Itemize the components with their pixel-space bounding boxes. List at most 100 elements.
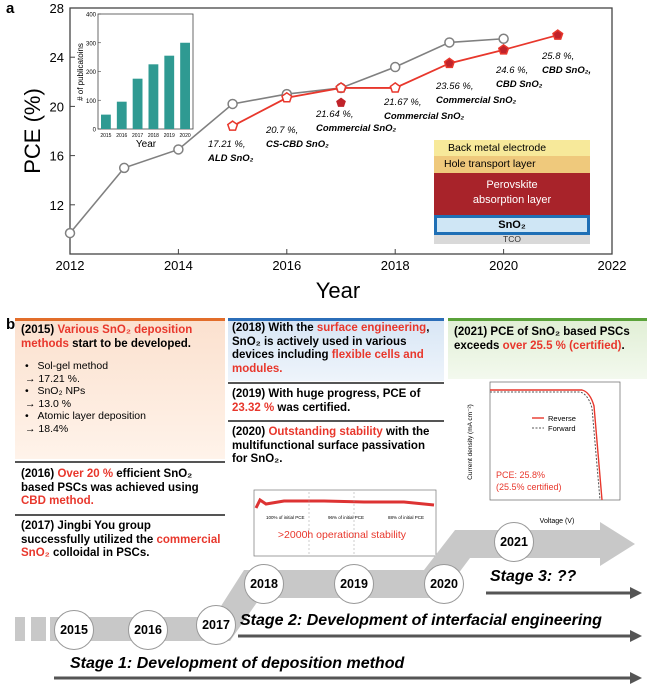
x-axis-label: Year bbox=[316, 278, 360, 303]
inset-y-tick-label-200: 200 bbox=[86, 70, 97, 76]
bullet-sol-gel: • Sol-gel method bbox=[25, 360, 109, 372]
x-tick-label-2018: 2018 bbox=[381, 258, 410, 273]
annotation-2016-name: CS-CBD SnO₂ bbox=[266, 139, 329, 150]
inset-bar-2018 bbox=[148, 64, 159, 129]
inset-bar-2017 bbox=[132, 78, 143, 129]
col1-box-top bbox=[15, 318, 225, 459]
y-tick-label-24: 24 bbox=[50, 50, 64, 65]
inset-bar-2019 bbox=[164, 55, 175, 129]
stability-trace bbox=[254, 497, 435, 509]
bullet-ald: • Atomic layer deposition bbox=[25, 410, 146, 422]
col1-divider-1 bbox=[15, 461, 225, 463]
timeline-stub-2 bbox=[31, 617, 46, 641]
jv-ylabel: Current density (mA cm⁻²) bbox=[467, 404, 474, 480]
column-2021: (2021) PCE of SnO₂ based PSCs exceeds ov… bbox=[448, 318, 647, 538]
red-point-2017 bbox=[335, 81, 347, 93]
panel-b-label: b bbox=[6, 316, 16, 333]
stage-3-label: Stage 3: ?? bbox=[490, 568, 577, 585]
inset-x-tick-label-2019: 2019 bbox=[164, 133, 175, 139]
year-circle-2020: 2020 bbox=[424, 564, 464, 604]
layer-perovskite-line1: Perovskite bbox=[486, 179, 538, 191]
inset-bar-2015 bbox=[101, 114, 111, 129]
inset-y-tick-label-100: 100 bbox=[86, 99, 97, 105]
stage-2-label: Stage 2: Development of interfacial engi… bbox=[240, 612, 602, 629]
annotation-2021-name: CBD SnO₂, bbox=[542, 65, 592, 76]
jv-forward-curve bbox=[490, 391, 601, 501]
annotation-2020: 24.6 %, CBD SnO₂ bbox=[496, 64, 542, 92]
jv-reverse-curve bbox=[490, 389, 603, 501]
annotation-2019-name: Commercial SnO₂ bbox=[436, 95, 517, 106]
annotation-2015-name: ALD SnO₂ bbox=[208, 153, 254, 164]
timeline-stub-1 bbox=[15, 617, 25, 641]
red-point-2018 bbox=[389, 81, 401, 93]
annotation-2015-value: 17.21 %, bbox=[208, 139, 246, 150]
grey-point-2018 bbox=[389, 61, 401, 73]
inset-x-tick-label-2015: 2015 bbox=[100, 133, 111, 139]
y-axis-label: PCE (%) bbox=[20, 88, 45, 174]
grey-point-2020 bbox=[498, 33, 509, 44]
grey-point-2019 bbox=[444, 37, 455, 48]
legend-forward: Forward bbox=[548, 424, 576, 433]
legend-reverse: Reverse bbox=[548, 414, 576, 423]
col2-text-2020: (2020) Outstanding stability with the mu… bbox=[232, 426, 430, 465]
red-point-2020 bbox=[497, 43, 510, 55]
stage-1-label: Stage 1: Development of deposition metho… bbox=[70, 655, 405, 672]
col2-text-2019: (2019) With huge progress, PCE of 23.32 … bbox=[232, 388, 421, 414]
stability-note-3: 88% of initial PCE bbox=[388, 515, 424, 520]
inset-bar-2020 bbox=[180, 42, 190, 129]
plot-frame bbox=[69, 7, 613, 255]
year-circle-2015: 2015 bbox=[54, 610, 94, 650]
annotation-2017: 21.64 %, Commercial SnO₂ bbox=[316, 108, 396, 136]
panel-a-label: a bbox=[6, 0, 15, 17]
annotation-2019-value: 23.56 %, bbox=[436, 81, 474, 92]
grey-point-2015 bbox=[227, 98, 238, 110]
inset-frame bbox=[97, 13, 194, 130]
stage1-arrowhead bbox=[630, 672, 642, 684]
year-circle-2018: 2018 bbox=[244, 564, 284, 604]
stage3-arrowhead bbox=[630, 587, 642, 599]
annotation-2020-name: CBD SnO₂ bbox=[496, 79, 543, 90]
inset-x-tick-label-2020: 2020 bbox=[180, 133, 191, 139]
col3-text-2021: (2021) PCE of SnO₂ based PSCs exceeds ov… bbox=[454, 326, 630, 352]
grey-point-2014 bbox=[173, 144, 184, 155]
layer-back-electrode: Back metal electrode bbox=[434, 140, 590, 156]
red-point-2015 bbox=[226, 120, 239, 131]
x-tick-label-2016: 2016 bbox=[272, 258, 301, 273]
col1-text-2017: (2017) Jingbi You group successfully uti… bbox=[21, 520, 221, 559]
inset-publication-chart: 0 100 200 300 400 2015 2016 2017 2018 2019 2020 #… bbox=[76, 13, 194, 150]
inset-bar-2016 bbox=[116, 101, 127, 129]
inset-x-tick-label-2018: 2018 bbox=[148, 133, 159, 139]
jv-xlabel: Voltage (V) bbox=[540, 518, 575, 525]
annotation-2019: 23.56 %, Commercial SnO₂ bbox=[436, 80, 516, 108]
annotation-2017-value: 21.64 %, bbox=[316, 109, 354, 120]
jv-pce-certified: (25.5% certified) bbox=[496, 482, 562, 492]
col3-box bbox=[448, 318, 647, 379]
inset-x-tick-label-2017: 2017 bbox=[132, 133, 143, 139]
x-tick-label-2012: 2012 bbox=[56, 258, 85, 273]
inset-x-label: Year bbox=[136, 139, 157, 150]
stability-note-1: 100% of initial PCE bbox=[266, 515, 305, 520]
y-tick-label-12: 12 bbox=[50, 198, 64, 213]
annotation-2016: 20.7 %, CS-CBD SnO₂ bbox=[266, 124, 329, 152]
jv-pce: PCE: 25.8% bbox=[496, 470, 545, 480]
grey-point-2013 bbox=[118, 162, 130, 174]
annotation-2021: 25.8 %, CBD SnO₂, bbox=[542, 50, 591, 78]
bullet-nps: • SnO₂ NPs bbox=[25, 385, 86, 397]
col2-text-2018: (2018) With the surface engineering, SnO… bbox=[232, 322, 430, 375]
red-point-2019 bbox=[443, 57, 456, 69]
layer-perovskite-line2: absorption layer bbox=[472, 194, 552, 206]
year-circle-2021: 2021 bbox=[494, 522, 534, 562]
annotation-2016-value: 20.7 %, bbox=[266, 125, 299, 136]
y-tick-label-16: 16 bbox=[50, 149, 64, 164]
annotation-2018-value: 21.67 %, bbox=[384, 97, 422, 108]
column-2018-2020: (2018) With the surface engineering, SnO… bbox=[228, 318, 444, 573]
inset-y-tick-label-0: 0 bbox=[93, 128, 97, 134]
annotation-2021-value: 25.8 %, bbox=[542, 51, 575, 62]
red-point-2016 bbox=[281, 91, 293, 103]
layer-hole-transport: Hole transport layer bbox=[434, 156, 590, 173]
stability-plot: 100% of initial PCE 96% of initial PCE 8… bbox=[253, 489, 437, 557]
bullet-ald-value: → 18.4% bbox=[25, 422, 69, 435]
year-circle-2017: 2017 bbox=[196, 605, 236, 645]
col1-text-2015: (2015) Various SnO₂ deposition methods s… bbox=[21, 324, 193, 350]
